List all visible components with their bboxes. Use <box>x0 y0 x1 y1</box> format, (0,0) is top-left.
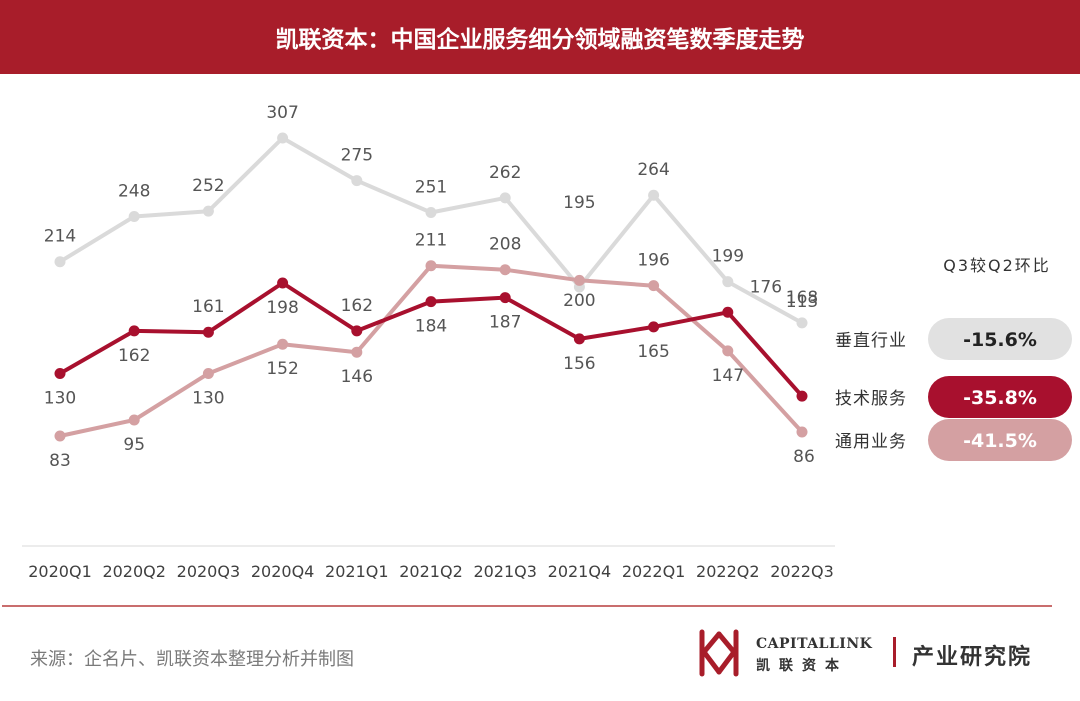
x-tick-label-3: 2020Q4 <box>251 562 315 581</box>
data-point-0-2 <box>202 205 214 217</box>
data-point-2-6 <box>499 264 511 276</box>
data-point-2-2 <box>202 367 214 379</box>
x-tick-label-4: 2021Q1 <box>325 562 389 581</box>
data-label-0-8: 264 <box>637 160 669 180</box>
data-label-2-1: 95 <box>123 435 145 455</box>
data-label-2-3: 152 <box>266 359 298 379</box>
x-tick-label-9: 2022Q2 <box>696 562 760 581</box>
data-label-2-8: 196 <box>637 251 669 271</box>
data-point-0-3 <box>277 132 289 144</box>
data-label-1-4: 162 <box>341 296 373 316</box>
data-label-0-4: 275 <box>341 146 373 166</box>
x-tick-label-0: 2020Q1 <box>28 562 92 581</box>
x-tick-label-8: 2022Q1 <box>622 562 686 581</box>
data-point-1-9 <box>722 306 734 318</box>
data-point-2-9 <box>722 345 734 357</box>
legend-series-name-1: 技术服务 <box>835 389 907 409</box>
legend-series-name-2: 通用业务 <box>835 432 907 452</box>
data-point-2-1 <box>128 414 140 426</box>
legend-change-pill-2 <box>928 419 1072 461</box>
data-label-1-9: 176 <box>750 277 782 297</box>
data-point-2-10 <box>796 426 808 438</box>
legend-change-pill-1 <box>928 376 1072 418</box>
data-label-2-9: 147 <box>712 366 744 386</box>
data-point-2-8 <box>648 280 660 292</box>
chart-title-banner: 凯联资本：中国企业服务细分领域融资笔数季度走势 <box>0 0 1080 74</box>
x-tick-label-2: 2020Q3 <box>177 562 241 581</box>
data-point-2-3 <box>277 338 289 350</box>
legend-title: Q3较Q2环比 <box>943 256 1051 275</box>
data-label-1-1: 162 <box>118 346 150 366</box>
data-label-1-3: 198 <box>266 298 298 318</box>
data-label-1-5: 184 <box>415 317 447 337</box>
data-label-0-2: 252 <box>192 176 224 196</box>
data-label-0-10: 168 <box>786 288 818 308</box>
data-point-0-4 <box>351 175 363 187</box>
data-label-2-2: 130 <box>192 388 224 408</box>
data-label-0-5: 251 <box>415 178 447 198</box>
data-label-0-1: 248 <box>118 181 150 201</box>
data-label-2-7: 200 <box>563 291 595 311</box>
legend-series-name-0: 垂直行业 <box>835 331 907 351</box>
data-label-0-3: 307 <box>266 103 298 123</box>
data-point-1-2 <box>202 326 214 338</box>
data-label-2-10: 86 <box>793 447 815 467</box>
footer-divider <box>2 605 1052 607</box>
data-point-1-10 <box>796 390 808 402</box>
institute-name: 产业研究院 <box>912 644 1033 670</box>
data-point-1-3 <box>277 277 289 289</box>
data-label-1-8: 165 <box>637 342 669 362</box>
data-point-1-8 <box>648 321 660 333</box>
data-point-0-8 <box>648 189 660 201</box>
x-tick-label-6: 2021Q3 <box>473 562 537 581</box>
data-point-1-6 <box>499 292 511 304</box>
data-point-0-1 <box>128 210 140 222</box>
x-tick-label-7: 2021Q4 <box>548 562 612 581</box>
data-point-1-0 <box>54 367 66 379</box>
x-tick-label-5: 2021Q2 <box>399 562 463 581</box>
source-note: 来源：企名片、凯联资本整理分析并制图 <box>30 649 354 670</box>
x-tick-label-1: 2020Q2 <box>102 562 166 581</box>
capitallink-logo: CAPITALLINK 凯联资本 产业研究院 <box>690 628 1060 678</box>
legend-change-pill-0 <box>928 318 1072 360</box>
data-label-1-2: 161 <box>192 297 224 317</box>
data-label-2-0: 83 <box>49 451 71 471</box>
data-label-1-6: 187 <box>489 313 521 333</box>
data-label-1-10: 113 <box>786 292 818 312</box>
series-line-2 <box>59 263 804 438</box>
logo-divider <box>893 637 896 667</box>
data-label-2-6: 208 <box>489 235 521 255</box>
data-point-2-4 <box>351 346 363 358</box>
data-point-0-5 <box>425 207 437 218</box>
capitallink-mark-icon <box>699 629 739 677</box>
logo-chinese-name: 凯联资本 <box>756 658 848 674</box>
line-chart: 214 248 252 307 275 251 262 195 264 199 168 130 162 1… <box>22 103 1072 581</box>
logo-english-name: CAPITALLINK <box>756 636 873 652</box>
data-label-1-0: 130 <box>44 388 76 408</box>
legend-change-value-2: -41.5% <box>963 430 1037 452</box>
data-point-0-9 <box>722 276 734 288</box>
data-label-0-6: 262 <box>489 163 521 183</box>
data-point-2-7 <box>573 274 585 286</box>
data-point-0-6 <box>499 192 511 204</box>
data-label-0-7: 195 <box>563 193 595 213</box>
chart-title: 凯联资本：中国企业服务细分领域融资笔数季度走势 <box>275 27 805 53</box>
legend-change-value-0: -15.6% <box>963 329 1037 351</box>
data-label-2-4: 146 <box>341 367 373 387</box>
data-label-2-5: 211 <box>415 231 447 251</box>
data-point-1-1 <box>128 325 140 337</box>
data-point-0-10 <box>796 317 808 329</box>
data-point-1-7 <box>573 333 585 345</box>
data-label-0-0: 214 <box>44 227 76 247</box>
legend-change-value-1: -35.8% <box>963 387 1037 409</box>
data-point-1-5 <box>425 296 437 308</box>
data-label-1-7: 156 <box>563 354 595 374</box>
data-point-0-0 <box>54 256 66 268</box>
x-tick-label-10: 2022Q3 <box>770 562 834 581</box>
data-point-2-0 <box>54 430 66 442</box>
data-label-0-9: 199 <box>712 247 744 267</box>
data-point-1-4 <box>351 325 363 337</box>
data-point-2-5 <box>425 260 437 272</box>
